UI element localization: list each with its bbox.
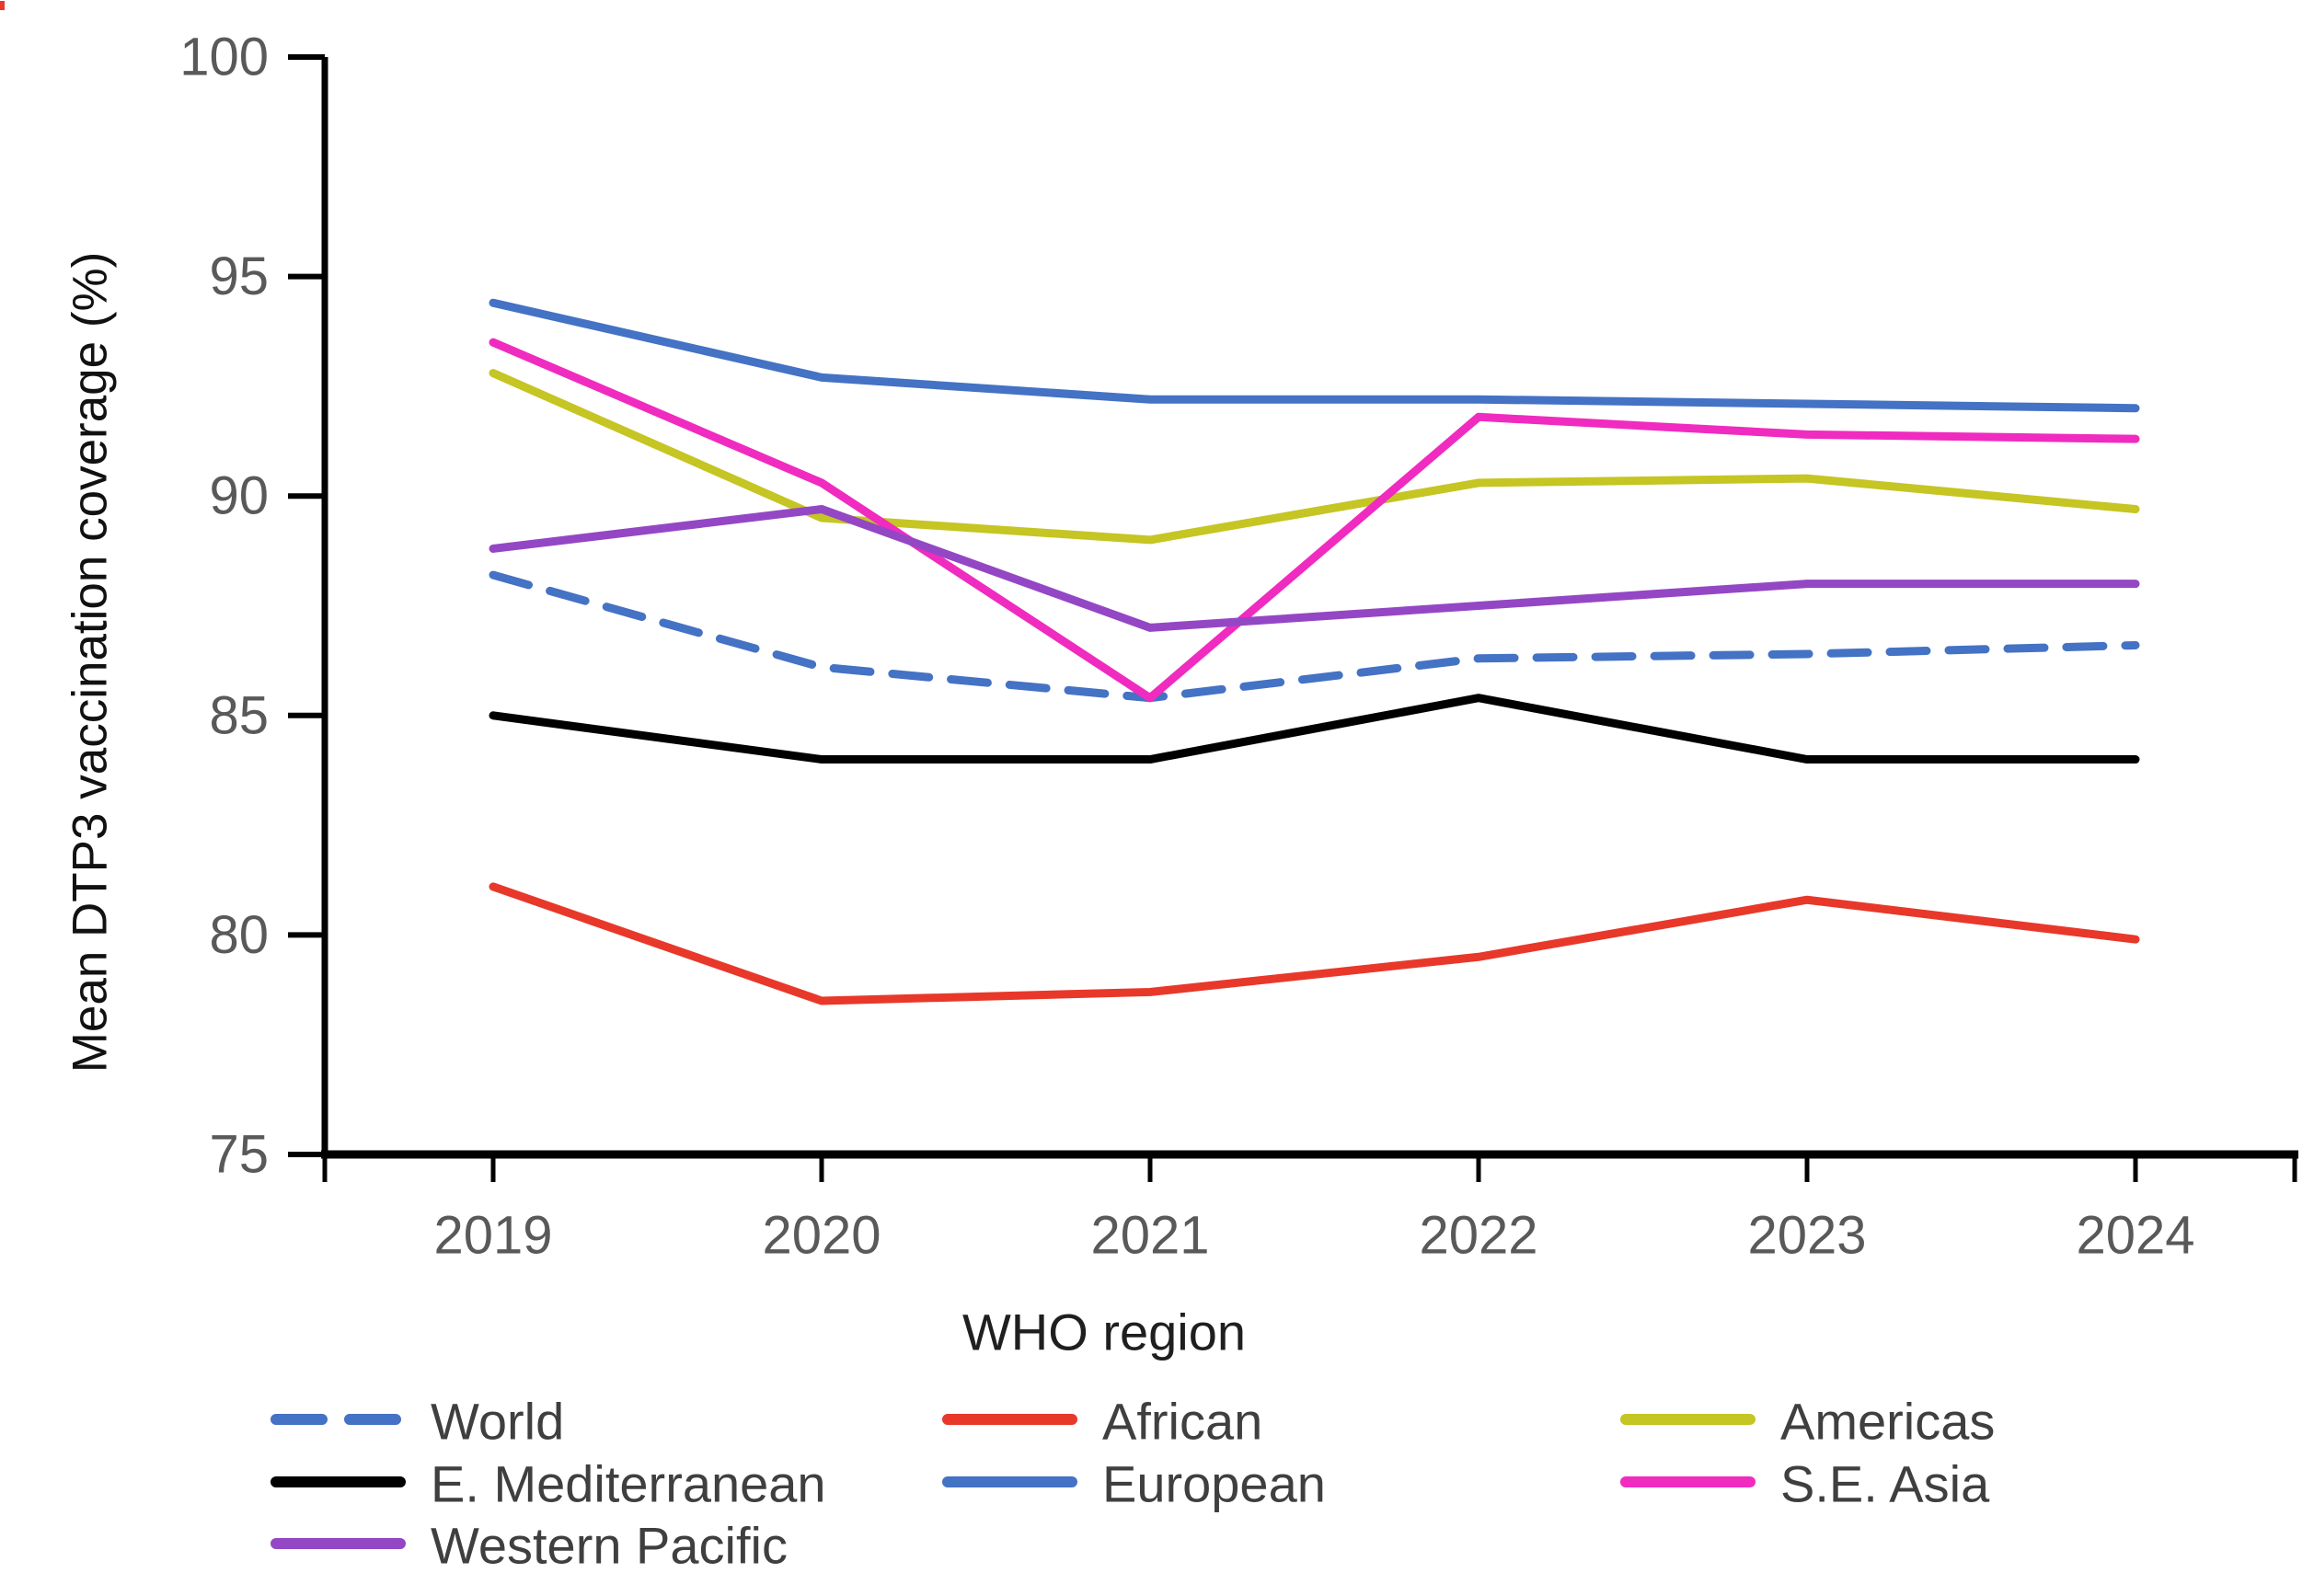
corner-artifact <box>0 1 5 10</box>
x-tick-label: 2021 <box>1090 1206 1209 1266</box>
legend-label-western-pacific: Western Pacific <box>431 1517 788 1575</box>
x-tick-label: 2024 <box>2076 1206 2194 1266</box>
x-tick-label: 2023 <box>1747 1206 1866 1266</box>
legend-label-european: European <box>1102 1455 1326 1513</box>
series-line-european <box>489 298 2140 413</box>
y-tick-label: 100 <box>179 28 269 87</box>
y-tick-label: 75 <box>209 1125 269 1185</box>
x-tick-label: 2019 <box>433 1206 552 1266</box>
legend-label-world: World <box>431 1393 564 1451</box>
x-tick-label: 2022 <box>1419 1206 1537 1266</box>
series-line-western-pacific <box>489 505 2140 632</box>
x-tick-label: 2020 <box>762 1206 881 1266</box>
series-line-world <box>489 570 2140 703</box>
y-tick-label: 85 <box>209 685 269 745</box>
series-line-e-mediterranean <box>489 694 2140 764</box>
legend-label-americas: Americas <box>1780 1393 1995 1451</box>
series-line-african <box>489 882 2140 1005</box>
y-tick-label: 95 <box>209 247 269 306</box>
y-axis-title: Mean DTP3 vaccination coverage (%) <box>63 252 118 1074</box>
legend-label-african: African <box>1102 1393 1262 1451</box>
y-tick-label: 80 <box>209 905 269 965</box>
legend-label-s-e-asia: S.E. Asia <box>1780 1455 1990 1513</box>
x-axis-title: WHO region <box>962 1303 1246 1361</box>
y-tick-label: 90 <box>209 466 269 526</box>
series-line-s-e-asia <box>489 338 2140 703</box>
series-line-americas <box>489 369 2140 545</box>
legend-label-e-mediterranean: E. Mediterranean <box>431 1455 826 1513</box>
